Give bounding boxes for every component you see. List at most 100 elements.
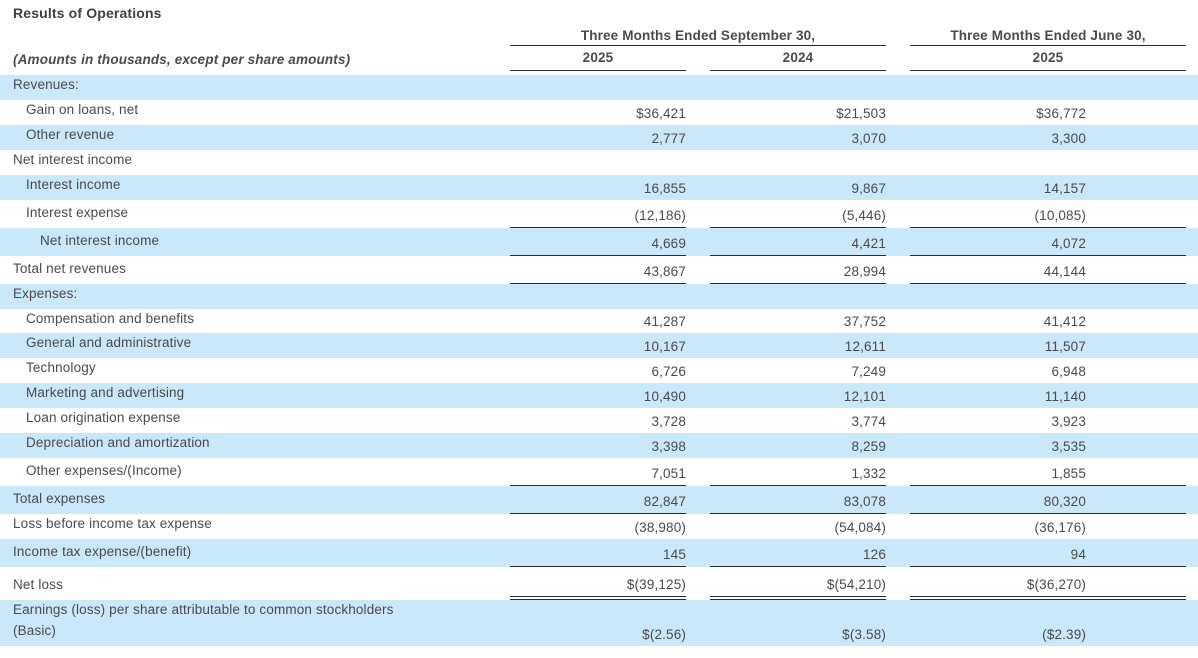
column-group-june: Three Months Ended June 30, [910,28,1186,46]
value-cell: 4,669 [510,228,686,256]
table-row: Depreciation and amortization 3,398 8,259 3… [0,433,1198,459]
value-cell: $36,772 [1036,105,1086,121]
value-cell: 41,412 [1043,314,1086,330]
row-label: Marketing and advertising [26,385,185,401]
value-cell [510,75,686,100]
table-header: Three Months Ended September 30, Three M… [0,28,1198,71]
table-row: Total net revenues 43,867 28,994 44,144 [0,256,1198,284]
column-header-sep-2025: 2025 [510,46,686,71]
value-cell: 14,157 [1043,180,1086,196]
value-cell: 10,167 [643,339,686,355]
row-label: Other revenue [26,126,115,142]
row-label: Interest income [26,176,121,192]
value-cell: 7,249 [851,364,886,380]
amounts-note: (Amounts in thousands, except per share … [13,52,351,67]
row-label: Depreciation and amortization [26,435,210,451]
table-row: Marketing and advertising 10,490 12,101 11,… [0,383,1198,409]
value-cell: $(3.58) [842,626,886,642]
column-header-sep-2024: 2024 [710,46,886,71]
column-group-row: Three Months Ended September 30, Three M… [0,28,1198,46]
row-label: Expenses: [13,285,78,301]
value-cell: 9,867 [851,180,886,196]
row-label: Total expenses [13,491,106,507]
table-row: General and administrative 10,167 12,611 11… [0,333,1198,359]
value-cell: $(2.56) [642,626,686,642]
year-header-row: (Amounts in thousands, except per share … [0,46,1198,71]
value-cell: 28,994 [710,256,886,284]
table-row: Net loss $(39,125) $(54,210) $(36,270) [0,567,1198,600]
row-label: Net loss [13,577,63,593]
table-row: Income tax expense/(benefit) 145 126 94 [0,538,1198,567]
value-cell: 3,923 [1051,414,1086,430]
table-row: Compensation and benefits 41,287 37,752 41,… [0,309,1198,334]
page-title: Results of Operations [13,5,162,21]
value-cell [710,75,886,100]
table-row: Revenues: [0,75,1198,100]
table-row: Earnings (loss) per share attributable t… [0,599,1198,646]
value-cell: 126 [710,539,886,567]
value-cell: 1,855 [910,458,1186,487]
value-cell: 11,507 [1044,339,1086,355]
value-cell: 3,300 [1051,130,1086,146]
table-row: Other revenue 2,777 3,070 3,300 [0,124,1198,150]
table-row: Loan origination expense 3,728 3,774 3,923 [0,408,1198,433]
row-label: Gain on loans, net [26,101,139,117]
value-cell: 12,611 [844,339,886,355]
value-cell: (38,980) [634,519,686,535]
value-cell [510,150,686,175]
table-row: Other expenses/(Income) 7,051 1,332 1,855 [0,458,1198,487]
table-row: Expenses: [0,283,1198,309]
row-label: Other expenses/(Income) [26,463,182,479]
row-label: Revenues: [13,77,79,92]
value-cell: ($2.39) [1042,626,1086,642]
results-table-body: Revenues: Gain on loans, net $36,421 $21,50… [0,75,1198,646]
value-cell: $36,421 [636,105,686,121]
value-cell: 3,774 [851,414,886,430]
value-cell: (36,176) [1034,519,1086,535]
value-cell: $(54,210) [710,567,886,600]
row-label: Loss before income tax expense [13,516,212,532]
value-cell: 12,101 [843,389,886,405]
table-row: Total expenses 82,847 83,078 80,320 [0,486,1198,515]
value-cell: $(36,270) [910,567,1186,600]
table-row: Interest income 16,855 9,867 14,157 [0,174,1198,200]
row-label: Income tax expense/(benefit) [13,544,192,560]
row-label: Earnings (loss) per share attributable t… [13,602,394,639]
value-cell: 6,726 [651,364,686,380]
value-cell: 94 [910,539,1186,567]
value-cell: 82,847 [510,486,686,515]
value-cell: 3,535 [1051,439,1086,455]
value-cell [910,75,1186,100]
value-cell: (5,446) [710,200,886,228]
value-cell: 8,259 [851,439,886,455]
value-cell: 4,421 [710,228,886,256]
value-cell: 3,398 [651,439,686,455]
value-cell [910,284,1186,309]
value-cell: 80,320 [910,486,1186,515]
value-cell [910,150,1186,175]
row-label: General and administrative [26,335,192,351]
value-cell: $(39,125) [510,567,686,600]
column-group-september: Three Months Ended September 30, [510,28,886,46]
table-row: Interest expense (12,186) (5,446) (10,085) [0,200,1198,228]
value-cell: 41,287 [643,314,686,330]
value-cell: (12,186) [510,200,686,228]
value-cell: 3,070 [851,130,886,146]
row-label: Loan origination expense [26,410,181,426]
row-label: Net interest income [40,232,160,248]
table-row: Technology 6,726 7,249 6,948 [0,358,1198,383]
column-header-jun-2025: 2025 [910,46,1186,71]
value-cell: 145 [510,539,686,567]
value-cell [710,150,886,175]
value-cell: $21,503 [836,105,886,121]
value-cell [710,284,886,309]
value-cell: 6,948 [1051,364,1086,380]
value-cell: 10,490 [643,389,686,405]
value-cell: (54,084) [834,519,886,535]
row-label: Net interest income [13,151,133,167]
row-label: Technology [26,360,96,376]
value-cell: 16,855 [643,180,686,196]
row-label: Interest expense [26,204,129,220]
value-cell: 83,078 [710,486,886,515]
